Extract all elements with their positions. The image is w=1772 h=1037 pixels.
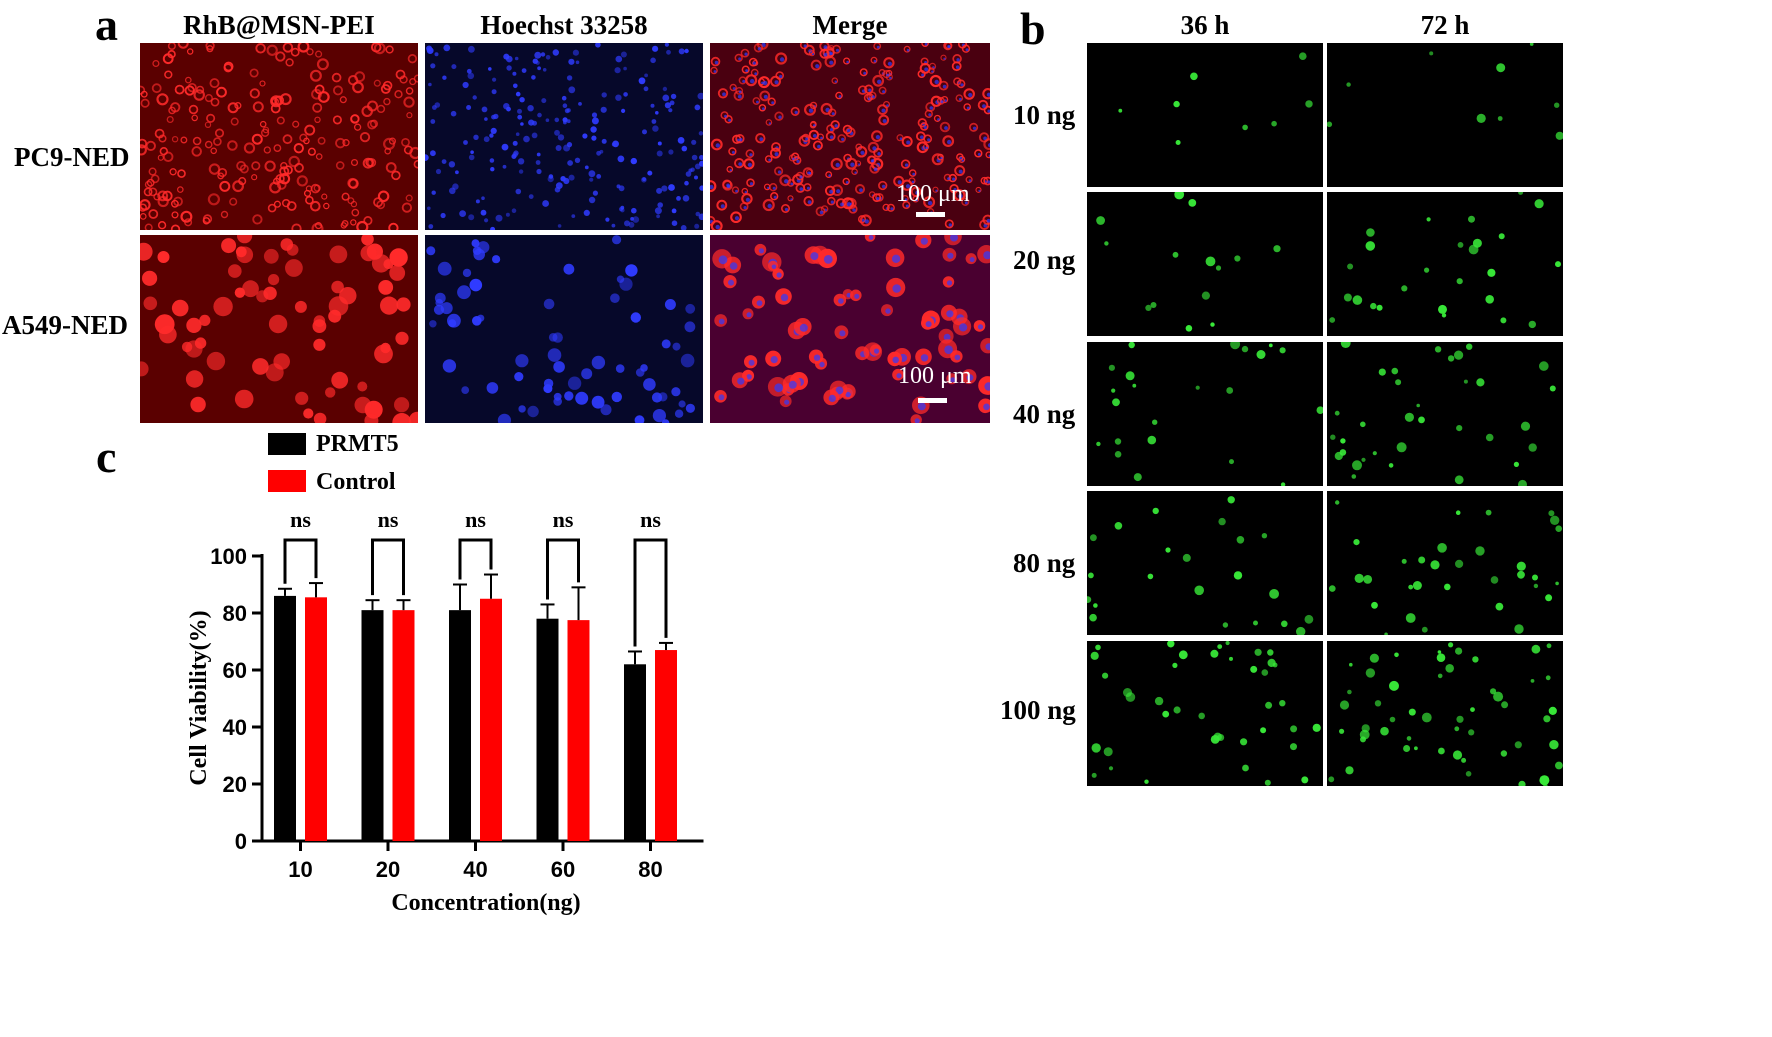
- significance-label: ns: [290, 507, 311, 532]
- micrograph-pc9-hoechst: [425, 43, 703, 230]
- bar-control: [305, 597, 327, 841]
- significance-bracket: [546, 538, 580, 600]
- y-tick-label: 80: [223, 601, 247, 626]
- micrograph-pc9-merge: [710, 43, 990, 230]
- bar-control: [655, 650, 677, 841]
- significance-label: ns: [378, 507, 399, 532]
- panel-c-letter: c: [96, 431, 117, 482]
- significance-label: ns: [553, 507, 574, 532]
- significance-bracket: [458, 538, 493, 580]
- bar-control: [567, 620, 590, 841]
- panel-a-letter: a: [95, 0, 118, 50]
- bar-prmt5: [274, 595, 296, 841]
- legend-swatch-prmt5: [268, 433, 306, 455]
- significance-bracket: [633, 538, 668, 647]
- panel-b-col-header-72h: 72 h: [1420, 10, 1470, 40]
- micrograph-a549-rhb: [140, 235, 418, 423]
- bar-prmt5: [536, 618, 559, 841]
- panel-b-row-label-100ng: 100 ng: [1000, 695, 1076, 725]
- scale-bar-a549: [918, 398, 947, 403]
- x-tick-label: 20: [376, 857, 400, 882]
- bar-control: [480, 598, 502, 841]
- micrograph-40ng-36h: [1087, 342, 1323, 486]
- y-tick-label: 40: [223, 715, 247, 740]
- panel-a-row-label-pc9: PC9-NED: [14, 142, 130, 172]
- significance-label: ns: [465, 507, 486, 532]
- y-tick-label: 60: [223, 658, 247, 683]
- panel-a-row-label-a549: A549-NED: [2, 310, 128, 340]
- legend-label-control: Control: [316, 469, 396, 495]
- bar-prmt5: [449, 610, 471, 841]
- panel-b-letter: b: [1020, 3, 1046, 54]
- y-tick-label: 20: [223, 772, 247, 797]
- micrograph-80ng-36h: [1087, 491, 1323, 635]
- panel-a-col-header-merge: Merge: [812, 10, 888, 40]
- panel-b-row-label-10ng: 10 ng: [1013, 100, 1076, 130]
- micrograph-20ng-36h: [1087, 192, 1323, 336]
- micrograph-100ng-36h: [1087, 641, 1323, 786]
- panel-b-row-label-80ng: 80 ng: [1013, 548, 1076, 578]
- panel-b-row-label-40ng: 40 ng: [1013, 399, 1076, 429]
- micrograph-100ng-72h: [1327, 641, 1563, 786]
- y-tick-label: 100: [210, 544, 247, 569]
- bar-prmt5: [361, 610, 384, 841]
- scale-bar-label-a549: 100 μm: [898, 363, 972, 389]
- x-tick-label: 80: [638, 857, 662, 882]
- y-tick-label: 0: [235, 829, 247, 854]
- panel-b-row-label-20ng: 20 ng: [1013, 245, 1076, 275]
- micrograph-10ng-72h: [1327, 43, 1563, 187]
- micrograph-20ng-72h: [1327, 192, 1563, 336]
- micrograph-80ng-72h: [1327, 491, 1563, 635]
- bar-control: [392, 610, 415, 841]
- micrograph-a549-merge: [710, 235, 990, 423]
- bar-chart: 0 20 40 60 80 100 10 ns 20 ns 40 ns 60 ns 80 ns Concentr…: [186, 507, 704, 916]
- legend-label-prmt5: PRMT5: [316, 431, 399, 457]
- bar-prmt5: [624, 664, 646, 841]
- x-tick-label: 10: [288, 857, 312, 882]
- panel-b-col-header-36h: 36 h: [1180, 10, 1230, 40]
- x-tick-label: 60: [551, 857, 575, 882]
- x-tick-label: 40: [463, 857, 487, 882]
- significance-bracket: [283, 538, 318, 584]
- micrograph-10ng-36h: [1087, 43, 1323, 187]
- x-axis-title: Concentration(ng): [391, 890, 580, 916]
- scale-bar-pc9: [916, 212, 945, 217]
- legend-swatch-control: [268, 470, 306, 492]
- micrograph-pc9-rhb: [140, 43, 418, 230]
- panel-a-col-header-hoechst: Hoechst 33258: [480, 10, 648, 40]
- y-axis-title: Cell Viability(%): [186, 610, 212, 785]
- significance-bracket: [371, 538, 405, 596]
- scale-bar-label-pc9: 100 μm: [896, 181, 970, 207]
- panel-a-col-header-rhb: RhB@MSN-PEI: [183, 10, 375, 40]
- micrograph-40ng-72h: [1327, 342, 1563, 486]
- significance-label: ns: [640, 507, 661, 532]
- micrograph-a549-hoechst: [425, 235, 703, 423]
